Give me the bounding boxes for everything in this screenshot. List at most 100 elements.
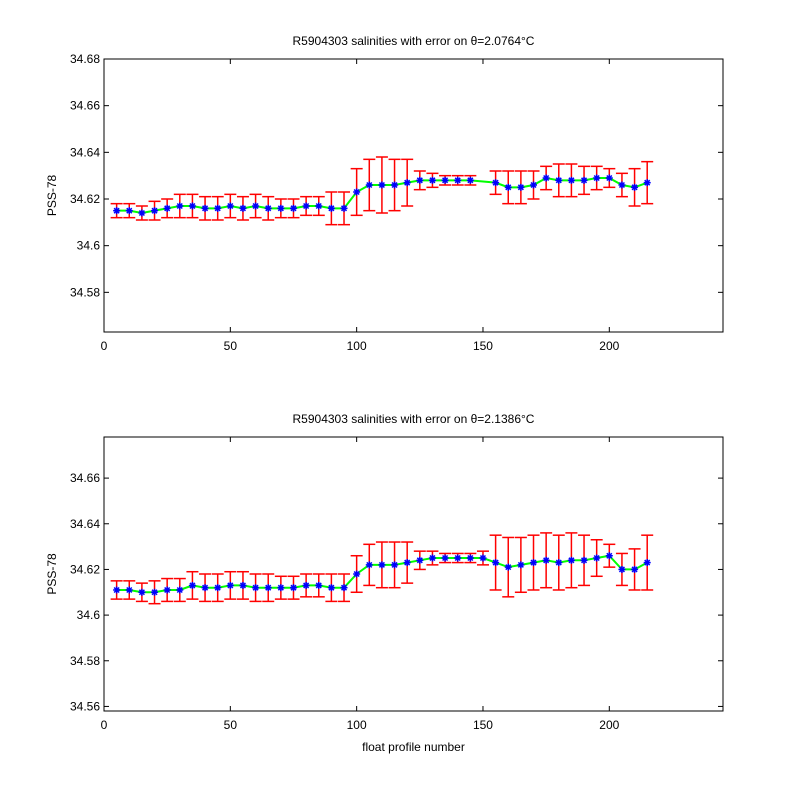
data-point-d2: [618, 566, 625, 573]
y-tick-label: 34.62: [70, 562, 100, 576]
data-point-d2: [492, 559, 499, 566]
y-tick-label: 34.58: [70, 654, 100, 668]
x-tick-label: 150: [473, 339, 493, 353]
data-point-d2: [618, 181, 625, 189]
data-point: [492, 179, 500, 187]
data-point: [113, 207, 121, 215]
data-point-d2: [239, 582, 246, 589]
data-point: [113, 586, 121, 594]
data-point-d2: [138, 589, 145, 596]
data-point-d2: [631, 566, 638, 573]
data-point-d2: [340, 205, 348, 212]
data-point: [365, 181, 373, 189]
data-point: [176, 586, 184, 594]
data-point: [416, 176, 424, 184]
x-axis-label: float profile number: [362, 740, 465, 754]
data-point-d2: [555, 559, 562, 566]
data-point-d2: [606, 552, 613, 559]
data-point-d2: [353, 188, 360, 196]
data-point: [631, 183, 639, 191]
data-point: [327, 584, 335, 592]
data-point: [289, 204, 297, 212]
data-point-d2: [113, 207, 120, 214]
y-tick-label: 34.62: [70, 192, 100, 206]
data-point-d2: [416, 177, 423, 184]
data-point: [403, 559, 411, 567]
data-point-d2: [492, 179, 499, 186]
data-point-d2: [328, 205, 335, 212]
data-point-d2: [189, 582, 196, 589]
data-point: [593, 554, 601, 562]
data-point: [428, 554, 436, 562]
y-tick-label: 34.6: [77, 608, 101, 622]
data-point: [441, 176, 449, 184]
data-point-d2: [340, 584, 348, 591]
data-point-d2: [252, 202, 259, 210]
data-point-d2: [391, 561, 398, 568]
data-point-d2: [378, 561, 385, 568]
data-point: [176, 202, 184, 210]
data-point-d2: [239, 205, 246, 212]
data-point: [530, 181, 538, 189]
data-point-d2: [176, 202, 183, 210]
data-point: [378, 561, 386, 569]
x-tick-label: 100: [347, 718, 367, 732]
data-point: [605, 552, 613, 560]
data-point: [353, 570, 361, 578]
y-tick-label: 34.6: [77, 239, 101, 253]
data-point: [340, 204, 348, 212]
data-point: [315, 202, 323, 210]
y-tick-label: 34.58: [70, 285, 100, 299]
data-point-d2: [353, 570, 360, 578]
data-point-d2: [505, 564, 512, 571]
data-point-d2: [391, 181, 398, 189]
data-point-d2: [126, 586, 133, 594]
data-point: [239, 204, 247, 212]
data-point: [226, 581, 234, 589]
data-point: [605, 174, 613, 182]
data-point-d2: [568, 557, 575, 564]
data-point: [264, 204, 272, 212]
data-point: [302, 202, 310, 210]
data-point-d2: [378, 181, 385, 189]
data-point: [618, 181, 626, 189]
chart-1: 0 50 100 150 200 34.58 34.6 34.62 34.64 34.66 34.6…: [45, 34, 724, 353]
data-point: [252, 584, 260, 592]
data-point-d2: [303, 582, 310, 589]
y-tick-label: 34.68: [70, 52, 100, 66]
data-point-d2: [530, 559, 537, 566]
chart-2: 0 50 100 150 200 34.56 34.58 34.6 34.62 34.64 34.6…: [45, 412, 724, 754]
data-point-d2: [644, 179, 651, 186]
data-point: [567, 556, 575, 564]
y-tick-label: 34.66: [70, 471, 100, 485]
data-point: [454, 554, 462, 562]
data-point-d2: [265, 584, 272, 591]
data-point: [555, 176, 563, 184]
data-point-d2: [151, 589, 158, 596]
data-point: [441, 554, 449, 562]
data-point-d2: [467, 177, 474, 184]
data-point-d2: [214, 584, 221, 591]
data-point: [378, 181, 386, 189]
data-point: [138, 588, 146, 596]
data-point: [252, 202, 260, 210]
data-point-d2: [454, 177, 461, 184]
data-point-d2: [113, 586, 120, 594]
data-point: [138, 209, 146, 217]
data-point: [239, 581, 247, 589]
chart-title: R5904303 salinities with error on θ=2.13…: [293, 412, 535, 426]
data-point-d2: [631, 184, 638, 191]
data-point: [315, 581, 323, 589]
data-point-d2: [315, 202, 322, 210]
data-point-d2: [404, 179, 411, 186]
data-point: [391, 181, 399, 189]
data-point: [580, 176, 588, 184]
data-point-d2: [479, 554, 487, 562]
y-axis-label: PSS-78: [45, 553, 59, 595]
data-point-d2: [138, 209, 145, 217]
data-point: [479, 554, 487, 562]
data-point: [631, 565, 639, 573]
chart-title: R5904303 salinities with error on θ=2.07…: [293, 34, 535, 48]
x-tick-label: 200: [599, 339, 619, 353]
data-point-d2: [581, 557, 588, 564]
